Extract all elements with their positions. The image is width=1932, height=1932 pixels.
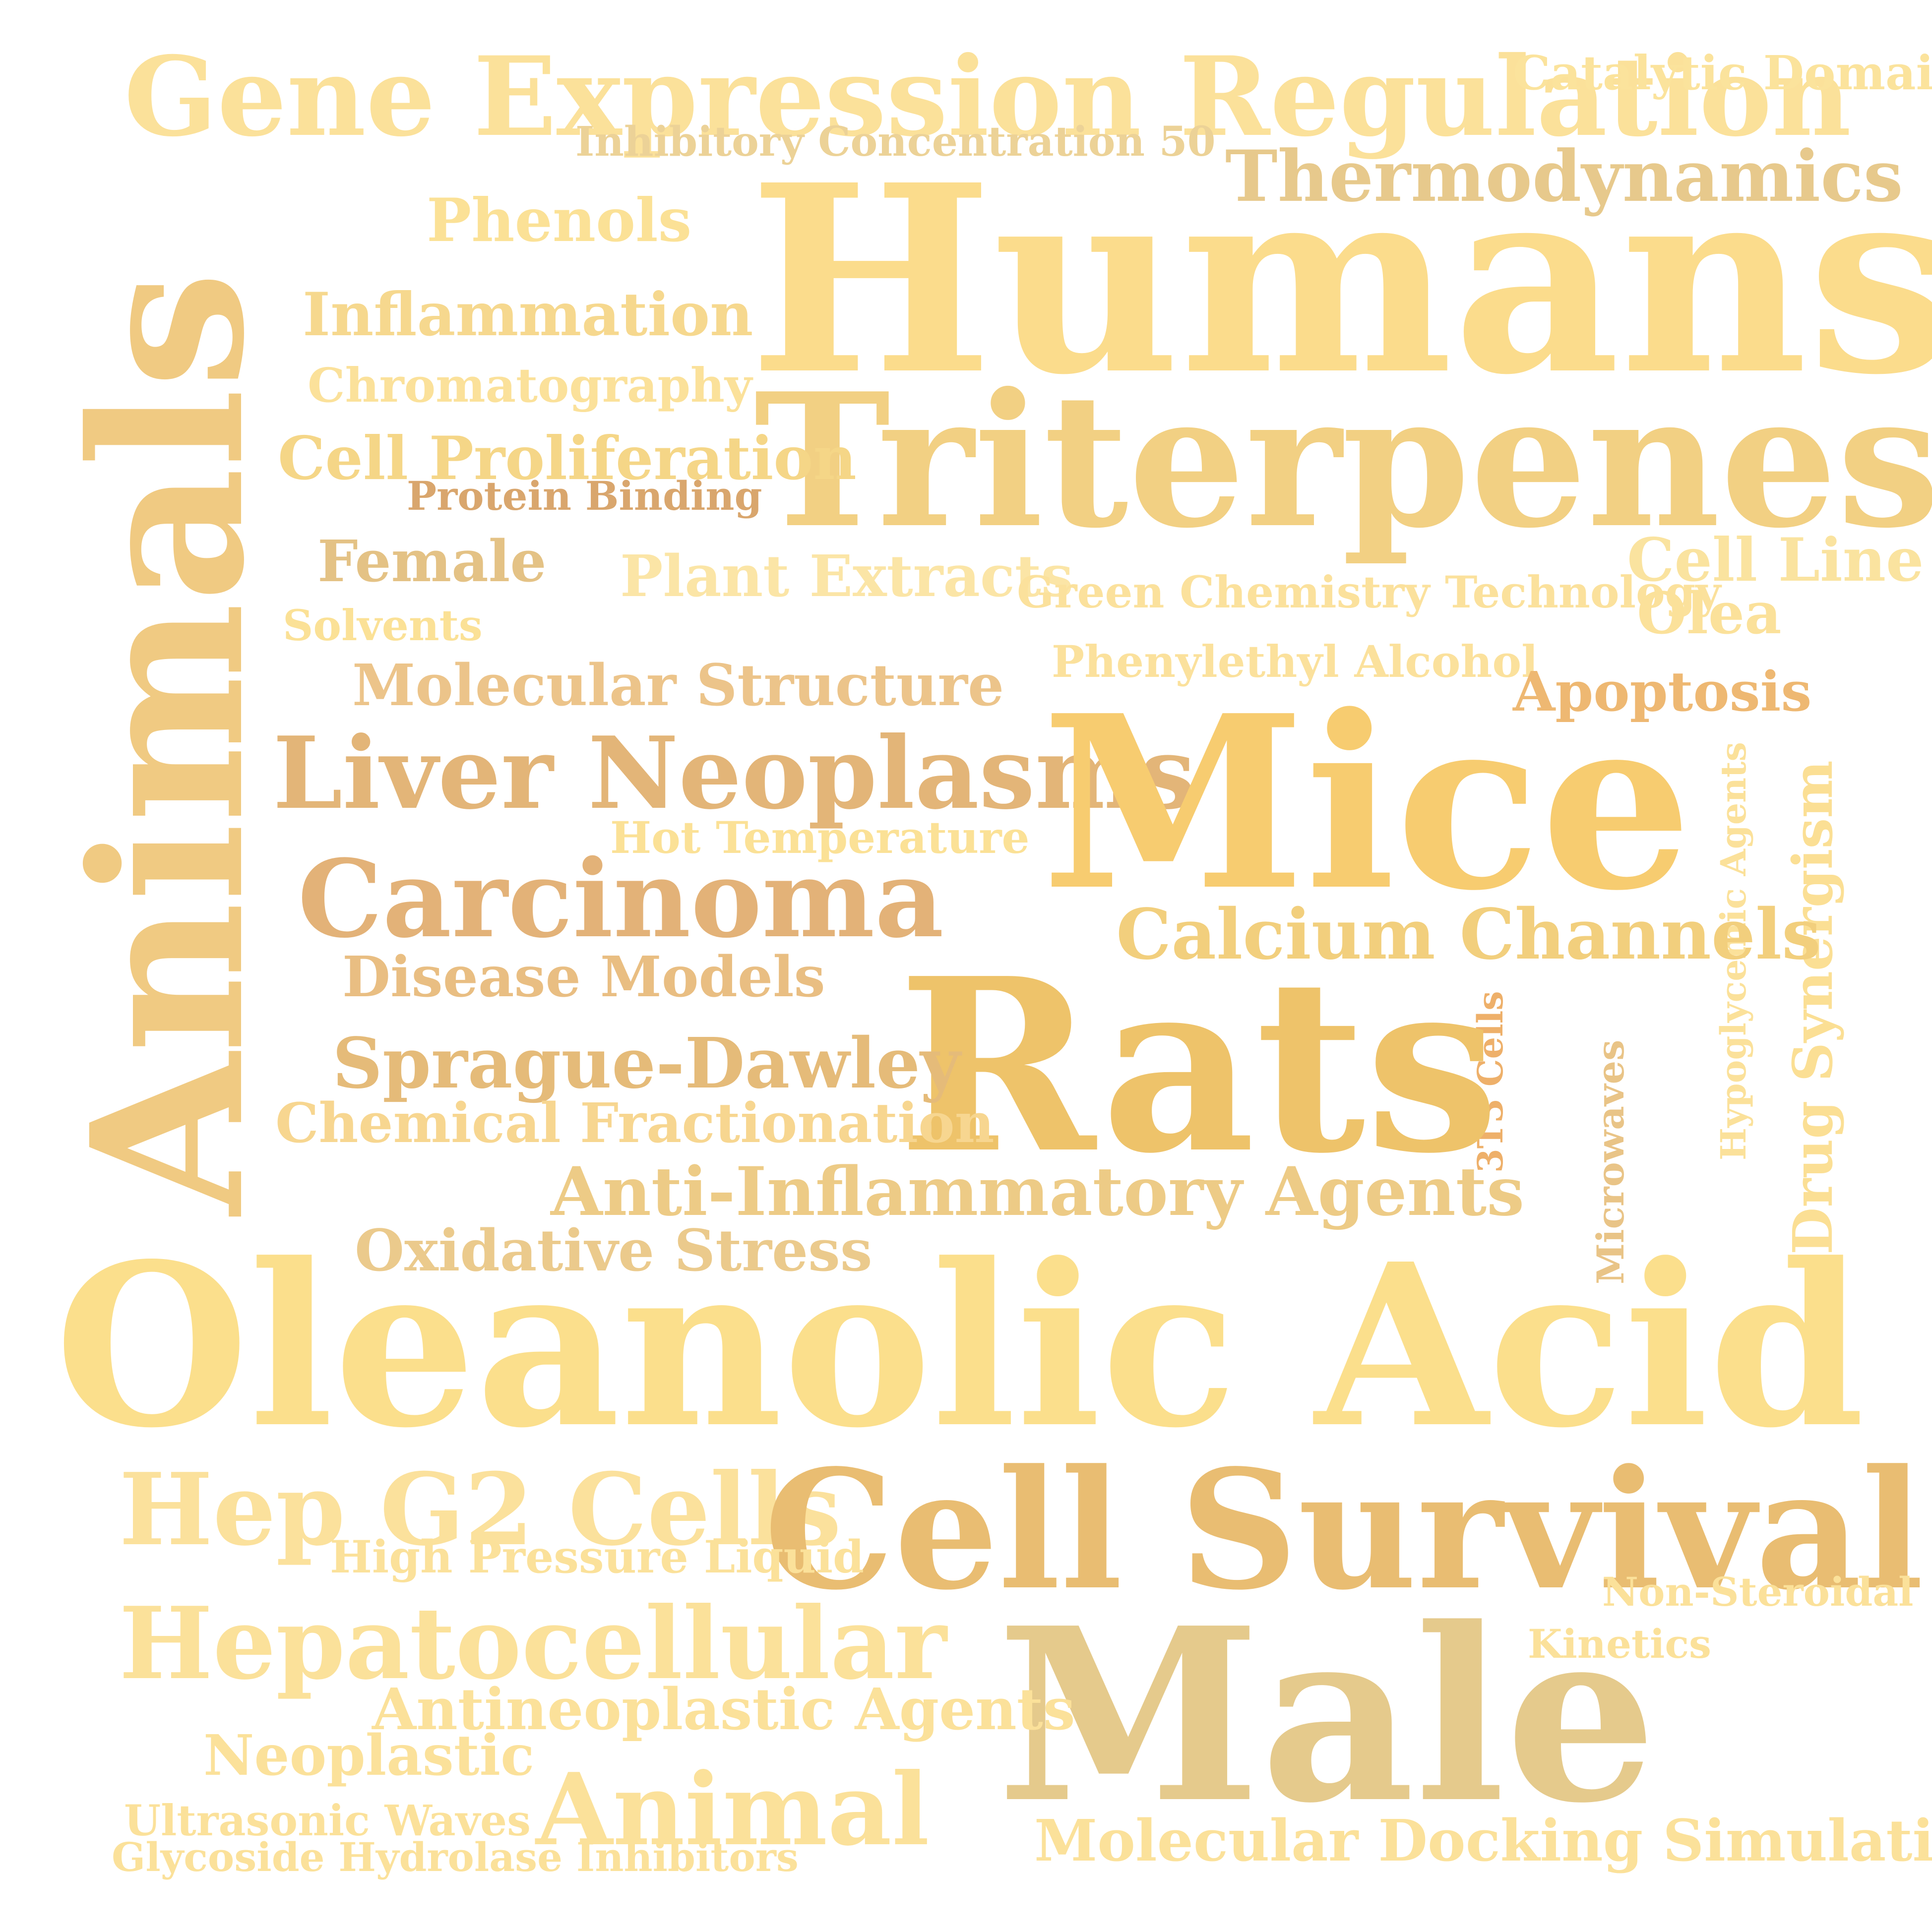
- word-disease-models: Disease Models: [342, 945, 825, 1010]
- word-cell-line: Cell Line: [1627, 525, 1924, 595]
- word-cell-survival: Cell Survival: [764, 1434, 1924, 1626]
- word-inhibitory-concentration-50: Inhibitory Concentration 50: [575, 118, 1216, 166]
- word-phenylethyl-alcohol: Phenylethyl Alcohol: [1052, 636, 1538, 687]
- word-oleanolic-acid: Oleanolic Acid: [55, 1215, 1865, 1477]
- word-hepatocellular: Hepatocellular: [119, 1585, 947, 1702]
- word-protein-binding: Protein Binding: [407, 473, 762, 519]
- word-anti-inflammatory-agents: Anti-Inflammatory Agents: [551, 1152, 1525, 1231]
- word-male: Male: [997, 1576, 1657, 1856]
- word-gene-expression-regulation: Gene Expression Regulation: [124, 32, 1852, 161]
- word-green-chemistry-technology: Green Chemistry Technology: [1017, 566, 1721, 618]
- word-neoplastic: Neoplastic: [203, 1723, 535, 1788]
- word-glycoside-hydrolase-inhibitors: Glycoside Hydrolase Inhibitors: [112, 1834, 799, 1880]
- word-kinetics: Kinetics: [1528, 1621, 1712, 1667]
- word-rats: Rats: [898, 926, 1499, 1206]
- word-catalytic-domain: Catalytic Domain: [1513, 46, 1932, 101]
- word-oxidative-stress: Oxidative Stress: [355, 1217, 873, 1284]
- word-mice: Mice: [1042, 664, 1692, 943]
- word-calcium-channels: Calcium Channels: [1116, 894, 1821, 975]
- word-cell-proliferation: Cell Proliferation: [278, 423, 857, 493]
- word-non-steroidal: Non-Steroidal: [1602, 1569, 1914, 1615]
- word-phenols: Phenols: [427, 185, 692, 255]
- word-molecular-structure: Molecular Structure: [352, 652, 1004, 719]
- word-chromatography: Chromatography: [308, 358, 752, 413]
- word-solvents: Solvents: [283, 601, 483, 651]
- word-molecular-docking-simulation: Molecular Docking Simulation: [1034, 1808, 1932, 1874]
- word-humans: Humans: [749, 128, 1932, 431]
- word-animal: Animal: [536, 1751, 930, 1868]
- word-ultrasonic-waves: Ultrasonic Waves: [124, 1796, 531, 1846]
- word-liver-neoplasms: Liver Neoplasms: [273, 715, 1196, 832]
- word-apoptosis: Apoptosis: [1513, 660, 1812, 724]
- word-drug-synergism: Drug Synergism: [1781, 760, 1845, 1255]
- word-chemical-fractionation: Chemical Fractionation: [275, 1091, 995, 1155]
- word-hep-g2-cells: Hep G2 Cells: [119, 1451, 842, 1568]
- word-animals: Animals: [46, 271, 291, 1215]
- word-inflammation: Inflammation: [303, 280, 753, 350]
- word-high-pressure-liquid: High Pressure Liquid: [330, 1531, 865, 1583]
- word-triterpenes: Triterpenes: [754, 354, 1932, 569]
- word-sprague-dawley: Sprague-Dawley: [332, 1023, 961, 1104]
- word-olea: Olea: [1637, 580, 1782, 647]
- word-thermodynamics: Thermodynamics: [1225, 135, 1903, 218]
- word-antineoplastic-agents: Antineoplastic Agents: [372, 1676, 1075, 1743]
- word-female: Female: [317, 528, 547, 595]
- word-plant-extracts: Plant Extracts: [620, 543, 1073, 610]
- word-carcinoma: Carcinoma: [298, 836, 944, 962]
- word-hot-temperature: Hot Temperature: [610, 812, 1030, 863]
